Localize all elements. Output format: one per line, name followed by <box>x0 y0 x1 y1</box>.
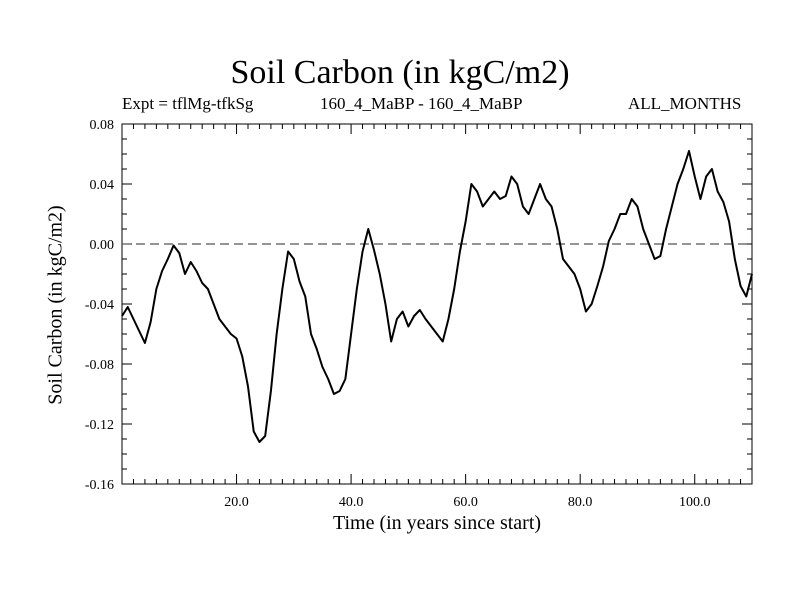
y-tick-label: 0.08 <box>90 118 115 133</box>
y-tick-label: -0.12 <box>85 418 114 433</box>
months-label: ALL_MONTHS <box>628 94 742 113</box>
x-tick-label: 100.0 <box>679 495 711 510</box>
plot-frame <box>121 123 753 485</box>
y-tick-label: -0.08 <box>85 358 114 373</box>
x-axis-label: Time (in years since start) <box>332 512 542 534</box>
chart-title: Soil Carbon (in kgC/m2) <box>230 54 570 91</box>
axis-ticks <box>121 123 753 485</box>
y-tick-label: 0.00 <box>90 238 115 253</box>
y-tick-label: -0.16 <box>85 478 114 493</box>
x-tick-label: 80.0 <box>568 495 593 510</box>
y-tick-label: 0.04 <box>90 178 115 193</box>
series-line-soil-carbon <box>121 150 753 443</box>
x-tick-label: 60.0 <box>453 495 478 510</box>
tick-labels: 20.0 40.0 60.0 80.0 100.0 0.08 0.04 0.00 -0.04 -0… <box>85 118 711 510</box>
experiment-label: Expt = tflMg-tfkSg <box>122 94 254 113</box>
run-label: 160_4_MaBP - 160_4_MaBP <box>320 94 523 113</box>
y-tick-label: -0.04 <box>85 298 114 313</box>
x-tick-label: 40.0 <box>339 495 364 510</box>
x-tick-label: 20.0 <box>224 495 249 510</box>
